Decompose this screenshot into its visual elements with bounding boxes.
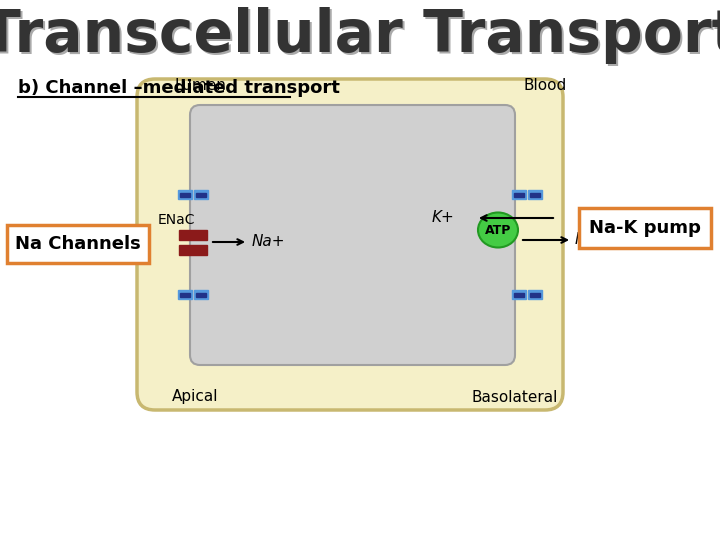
Bar bbox=[528, 190, 542, 199]
Text: K+: K+ bbox=[432, 211, 455, 226]
Bar bbox=[512, 290, 526, 299]
Ellipse shape bbox=[478, 213, 518, 247]
Bar bbox=[194, 290, 208, 299]
Text: Transcellular Transport: Transcellular Transport bbox=[0, 9, 720, 65]
Text: Basolateral: Basolateral bbox=[472, 389, 558, 404]
Bar bbox=[196, 293, 206, 297]
Bar bbox=[179, 245, 207, 255]
FancyBboxPatch shape bbox=[190, 105, 515, 365]
Text: Na-K pump: Na-K pump bbox=[589, 219, 701, 237]
Bar bbox=[530, 293, 540, 297]
Bar bbox=[514, 293, 524, 297]
Bar bbox=[514, 193, 524, 197]
Bar bbox=[179, 230, 207, 240]
FancyBboxPatch shape bbox=[137, 79, 563, 410]
FancyBboxPatch shape bbox=[579, 208, 711, 248]
Bar bbox=[180, 293, 190, 297]
Bar bbox=[180, 193, 190, 197]
Text: Transcellular Transport: Transcellular Transport bbox=[0, 6, 720, 64]
Bar bbox=[178, 290, 192, 299]
Text: ATP: ATP bbox=[485, 224, 511, 237]
FancyBboxPatch shape bbox=[7, 225, 149, 263]
Text: ENaC: ENaC bbox=[158, 213, 196, 227]
Text: Lumen: Lumen bbox=[174, 78, 226, 92]
Text: Na Channels: Na Channels bbox=[15, 235, 141, 253]
Text: Na+: Na+ bbox=[252, 234, 286, 249]
Bar bbox=[530, 193, 540, 197]
Text: Blood: Blood bbox=[523, 78, 567, 92]
Bar bbox=[512, 190, 526, 199]
Text: b) Channel –mediated transport: b) Channel –mediated transport bbox=[18, 79, 340, 97]
Bar bbox=[528, 290, 542, 299]
Bar bbox=[194, 190, 208, 199]
Bar bbox=[178, 190, 192, 199]
Bar bbox=[196, 193, 206, 197]
Text: Apical: Apical bbox=[172, 389, 218, 404]
Text: Na+: Na+ bbox=[575, 233, 608, 247]
